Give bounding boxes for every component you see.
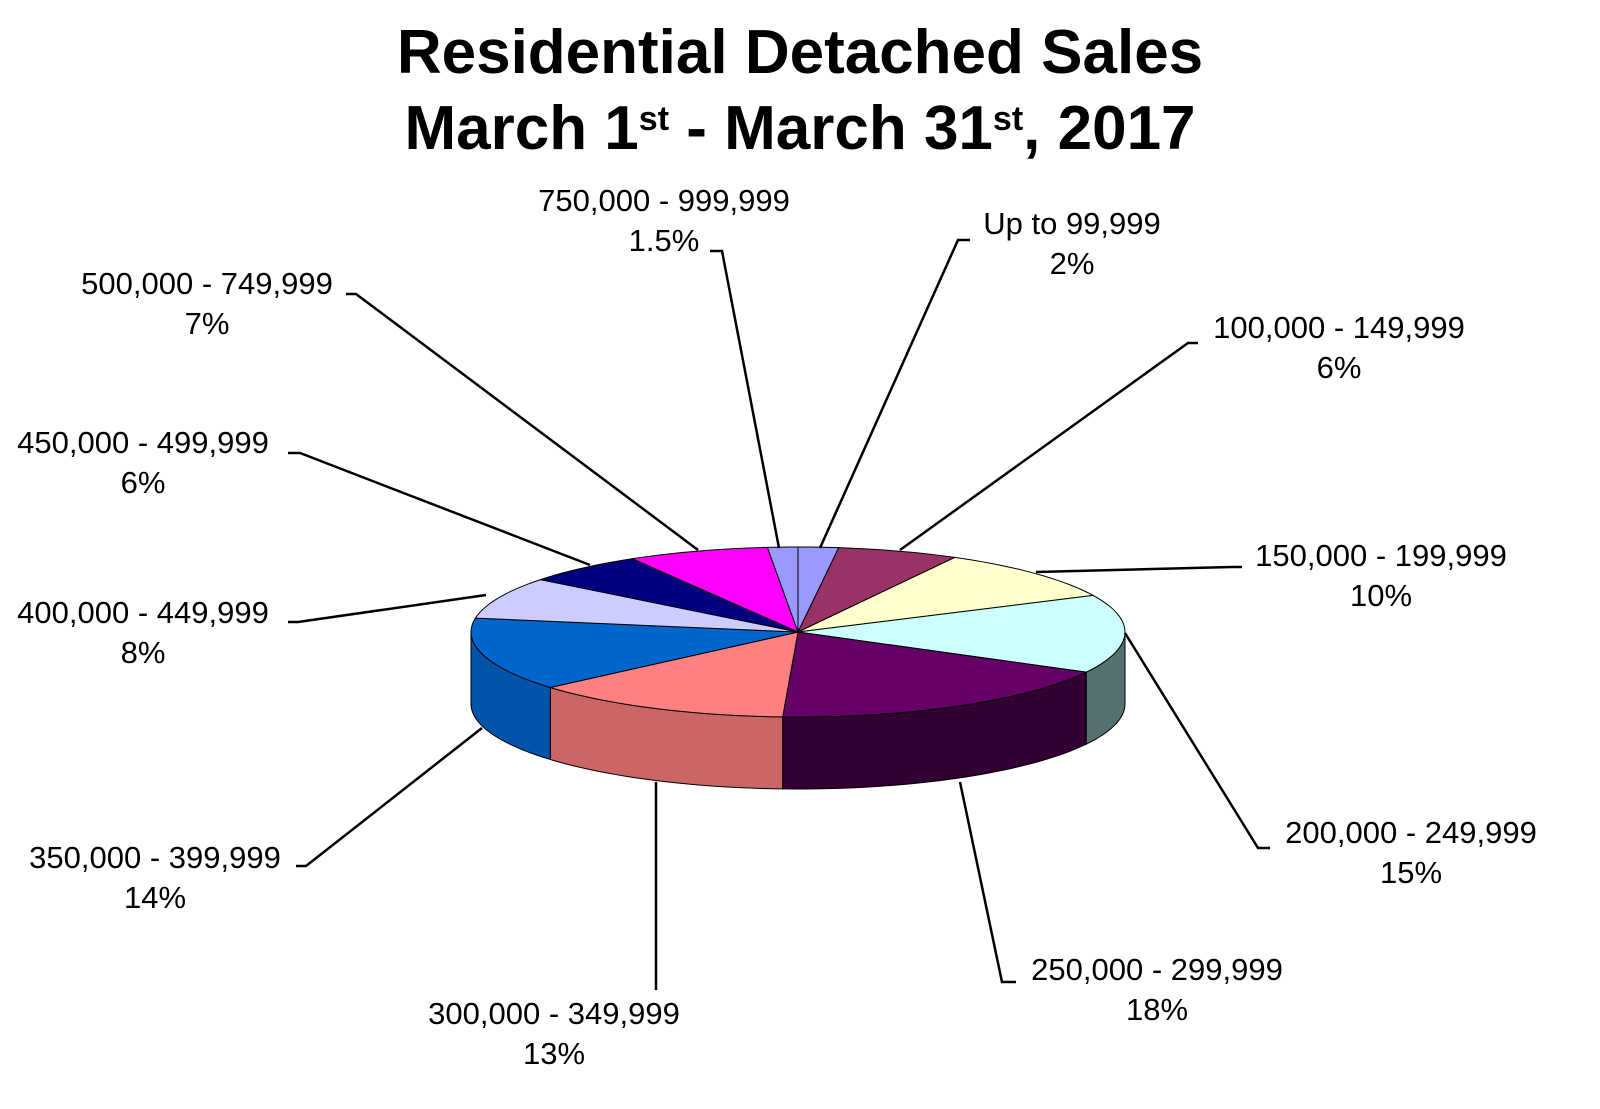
- leader-line-9: [346, 292, 699, 552]
- slice-label-3: 200,000 - 249,999: [1285, 815, 1537, 850]
- pie-slice-7: [474, 579, 799, 633]
- slice-value-label-2: 10%: [1350, 578, 1412, 613]
- pie-slice-10: [766, 546, 799, 633]
- leader-line-3: [1123, 632, 1270, 850]
- slice-value-label-0: 2%: [1050, 246, 1095, 281]
- slice-value-label-5: 13%: [523, 1036, 585, 1071]
- leader-line-4: [958, 781, 1016, 984]
- leader-line-1: [899, 341, 1198, 552]
- slice-value-label-7: 8%: [121, 635, 166, 670]
- slice-label-10: 750,000 - 999,999: [538, 183, 790, 218]
- slice-label-1: 100,000 - 149,999: [1213, 310, 1465, 345]
- slice-label-5: 300,000 - 349,999: [428, 996, 680, 1031]
- slice-value-label-3: 15%: [1380, 855, 1442, 890]
- leader-line-8: [288, 451, 591, 567]
- leader-line-10: [710, 249, 781, 549]
- title-separator: - March 31: [669, 94, 993, 163]
- title-month-start: March 1: [404, 94, 639, 163]
- slice-value-label-10: 1.5%: [629, 223, 700, 258]
- pie-slice-5: [550, 631, 799, 718]
- slice-label-6: 350,000 - 399,999: [29, 840, 281, 875]
- pie-slices: [470, 546, 1126, 790]
- pie-slice-1: [796, 547, 957, 634]
- title-sup-end: st: [992, 100, 1024, 138]
- title-year: , 2017: [1023, 94, 1196, 163]
- pie-slice-8: [538, 558, 799, 633]
- slice-label-0: Up to 99,999: [983, 206, 1161, 241]
- leader-line-2: [1035, 565, 1242, 574]
- slice-value-label-8: 6%: [121, 465, 166, 500]
- slice-value-label-9: 7%: [185, 306, 230, 341]
- pie-side-walls: [470, 631, 1126, 790]
- slice-label-4: 250,000 - 299,999: [1031, 952, 1283, 987]
- chart-title-line-1: Residential Detached Sales: [0, 22, 1600, 84]
- pie-slice-9: [630, 546, 799, 633]
- chart-title: Residential Detached Sales: [396, 18, 1204, 87]
- slice-label-8: 450,000 - 499,999: [17, 425, 269, 460]
- slice-label-2: 150,000 - 199,999: [1255, 538, 1507, 573]
- pie-slice-6: [470, 617, 799, 688]
- leader-lines: [288, 238, 1270, 990]
- leader-line-6: [296, 727, 483, 868]
- pie-slice-4: [782, 631, 1088, 718]
- slice-value-label-6: 14%: [124, 880, 186, 915]
- slice-labels: Up to 99,999 2% 100,000 - 149,999 6% 150,000…: [17, 183, 1537, 1071]
- leader-line-0: [818, 238, 970, 549]
- chart-title-line-2: March 1st - March 31st, 2017: [0, 98, 1600, 160]
- slice-value-label-4: 18%: [1126, 992, 1188, 1027]
- slice-label-7: 400,000 - 449,999: [17, 595, 269, 630]
- pie-slice-2: [797, 556, 1095, 633]
- pie-top-faces: [470, 546, 1126, 718]
- slice-value-label-1: 6%: [1317, 350, 1362, 385]
- slice-label-9: 500,000 - 749,999: [81, 266, 333, 301]
- title-sup-start: st: [638, 100, 670, 138]
- leader-line-7: [288, 593, 487, 624]
